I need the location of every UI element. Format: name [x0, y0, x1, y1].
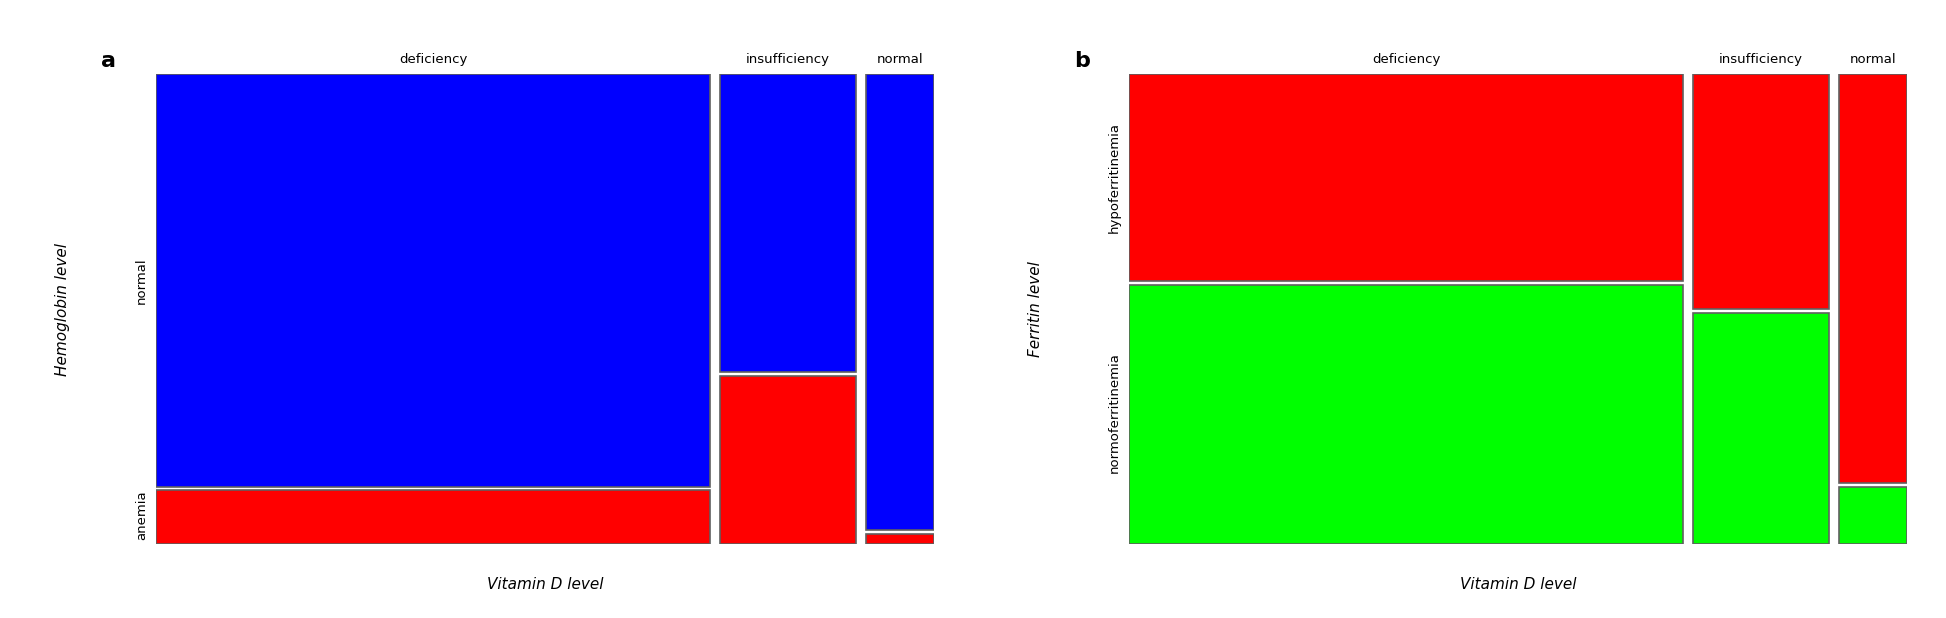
- Text: normoferritinemia: normoferritinemia: [1107, 352, 1121, 473]
- Text: Vitamin D level: Vitamin D level: [1460, 577, 1576, 591]
- Bar: [720, 376, 856, 544]
- Text: anemia: anemia: [134, 490, 148, 540]
- Bar: [156, 74, 710, 486]
- Text: a: a: [101, 51, 117, 70]
- Text: deficiency: deficiency: [399, 53, 467, 66]
- Text: normal: normal: [1849, 53, 1895, 66]
- Bar: [1693, 74, 1829, 309]
- Bar: [156, 490, 710, 544]
- Bar: [1693, 313, 1829, 544]
- Text: deficiency: deficiency: [1372, 53, 1440, 66]
- Bar: [1839, 74, 1907, 483]
- Text: Vitamin D level: Vitamin D level: [486, 577, 603, 591]
- Text: insufficiency: insufficiency: [745, 53, 831, 66]
- Text: Ferritin level: Ferritin level: [1027, 261, 1043, 357]
- Text: normal: normal: [134, 257, 148, 303]
- Bar: [1129, 74, 1683, 281]
- Bar: [1129, 284, 1683, 544]
- Bar: [720, 74, 856, 373]
- Bar: [1839, 486, 1907, 544]
- Bar: [866, 533, 934, 544]
- Text: b: b: [1074, 51, 1090, 70]
- Bar: [866, 74, 934, 530]
- Text: Hemoglobin level: Hemoglobin level: [54, 242, 70, 376]
- Text: hypoferritinemia: hypoferritinemia: [1107, 122, 1121, 233]
- Text: insufficiency: insufficiency: [1718, 53, 1804, 66]
- Text: normal: normal: [876, 53, 922, 66]
